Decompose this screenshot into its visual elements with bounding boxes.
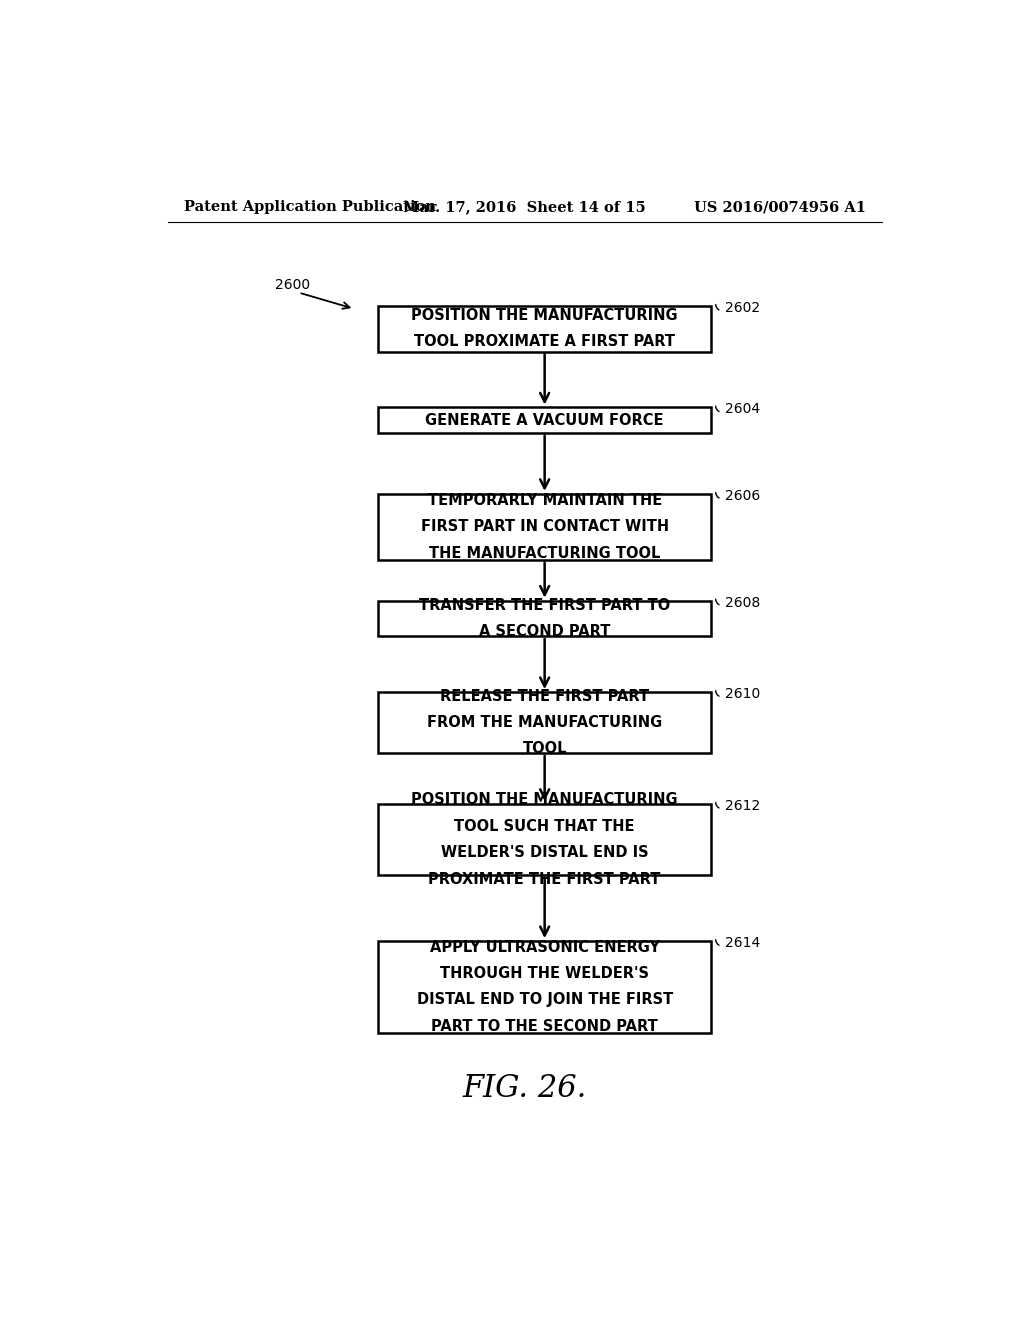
- Text: FIRST PART IN CONTACT WITH: FIRST PART IN CONTACT WITH: [421, 519, 669, 535]
- Text: 2600: 2600: [274, 279, 310, 293]
- Bar: [378, 601, 712, 636]
- Text: THE MANUFACTURING TOOL: THE MANUFACTURING TOOL: [429, 545, 660, 561]
- Text: TOOL PROXIMATE A FIRST PART: TOOL PROXIMATE A FIRST PART: [414, 334, 675, 350]
- Text: POSITION THE MANUFACTURING: POSITION THE MANUFACTURING: [412, 308, 678, 323]
- Text: A SECOND PART: A SECOND PART: [479, 624, 610, 639]
- Text: 2610: 2610: [725, 686, 760, 701]
- Text: 2604: 2604: [725, 403, 760, 416]
- Text: TRANSFER THE FIRST PART TO: TRANSFER THE FIRST PART TO: [419, 598, 671, 612]
- Bar: [378, 804, 712, 875]
- Text: 2614: 2614: [725, 936, 760, 950]
- Text: FIG. 26.: FIG. 26.: [463, 1073, 587, 1104]
- Text: THROUGH THE WELDER'S: THROUGH THE WELDER'S: [440, 966, 649, 981]
- Text: GENERATE A VACUUM FORCE: GENERATE A VACUUM FORCE: [425, 413, 664, 428]
- Text: WELDER'S DISTAL END IS: WELDER'S DISTAL END IS: [440, 845, 648, 861]
- Text: APPLY ULTRASONIC ENERGY: APPLY ULTRASONIC ENERGY: [430, 940, 659, 954]
- Text: TOOL: TOOL: [522, 742, 567, 756]
- Text: 2606: 2606: [725, 488, 760, 503]
- Text: POSITION THE MANUFACTURING: POSITION THE MANUFACTURING: [412, 792, 678, 808]
- Text: Mar. 17, 2016  Sheet 14 of 15: Mar. 17, 2016 Sheet 14 of 15: [403, 201, 646, 214]
- Text: TEMPORARLY MAINTAIN THE: TEMPORARLY MAINTAIN THE: [427, 492, 662, 508]
- Text: PART TO THE SECOND PART: PART TO THE SECOND PART: [431, 1019, 658, 1034]
- Text: 2608: 2608: [725, 595, 760, 610]
- Text: RELEASE THE FIRST PART: RELEASE THE FIRST PART: [440, 689, 649, 704]
- Text: 2612: 2612: [725, 799, 760, 813]
- Text: FROM THE MANUFACTURING: FROM THE MANUFACTURING: [427, 715, 663, 730]
- Text: DISTAL END TO JOIN THE FIRST: DISTAL END TO JOIN THE FIRST: [417, 993, 673, 1007]
- Text: Patent Application Publication: Patent Application Publication: [183, 201, 435, 214]
- Text: 2602: 2602: [725, 301, 760, 314]
- Bar: [378, 692, 712, 752]
- Text: PROXIMATE THE FIRST PART: PROXIMATE THE FIRST PART: [428, 871, 660, 887]
- Text: TOOL SUCH THAT THE: TOOL SUCH THAT THE: [455, 818, 635, 834]
- Bar: [378, 494, 712, 560]
- Bar: [378, 306, 712, 351]
- Text: US 2016/0074956 A1: US 2016/0074956 A1: [694, 201, 866, 214]
- Bar: [378, 941, 712, 1032]
- Bar: [378, 408, 712, 433]
